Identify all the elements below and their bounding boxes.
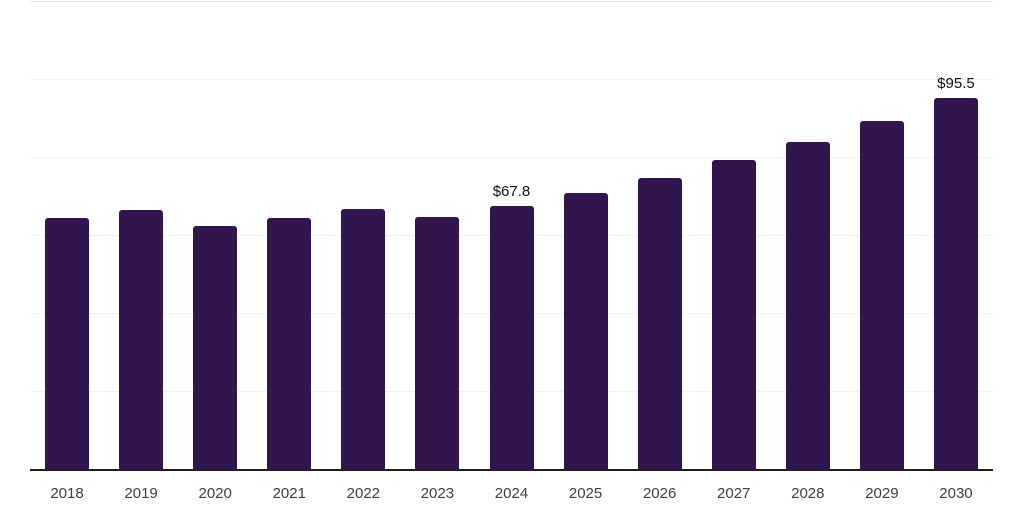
plot-area: $67.8 $95.5 [30,1,993,471]
bar-2021 [267,218,312,470]
x-axis-tick-labels: 2018 2019 2020 2021 2022 2023 2024 2025 2026 2027… [30,485,993,505]
x-tick-label-2029: 2029 [865,485,899,502]
x-tick-label-2026: 2026 [642,485,677,502]
x-tick-label-2018: 2018 [50,485,84,502]
bar-2025 [563,192,608,470]
x-tick-label-2023: 2023 [420,485,455,502]
gridline-80 [30,157,993,158]
x-axis-line [30,469,993,471]
bar-2023 [415,217,460,470]
x-tick-label-2019: 2019 [124,485,158,502]
gridline-120 [30,1,993,2]
bar-2029 [859,120,904,470]
bar-2024 [489,205,534,470]
x-tick-label-2025: 2025 [568,485,603,502]
x-tick-label-2027: 2027 [717,485,751,502]
gridline-100 [30,79,993,80]
x-tick-label-2030: 2030 [939,485,973,502]
bar-2027 [711,159,756,470]
bar-2019 [119,210,164,470]
bar-2020 [193,226,238,470]
x-tick-label-2028: 2028 [791,485,825,502]
bar-2018 [45,218,90,470]
bar-2028 [785,142,830,470]
bar-2030 [933,97,978,470]
x-tick-label-2024: 2024 [494,485,529,502]
x-tick-label-2022: 2022 [346,485,381,502]
bar-2026 [637,177,682,470]
data-label-2030: $95.5 [937,74,975,92]
data-label-2024: $67.8 [492,182,531,200]
x-tick-label-2020: 2020 [198,485,232,502]
x-tick-label-2021: 2021 [272,485,306,502]
bar-2022 [341,208,386,470]
